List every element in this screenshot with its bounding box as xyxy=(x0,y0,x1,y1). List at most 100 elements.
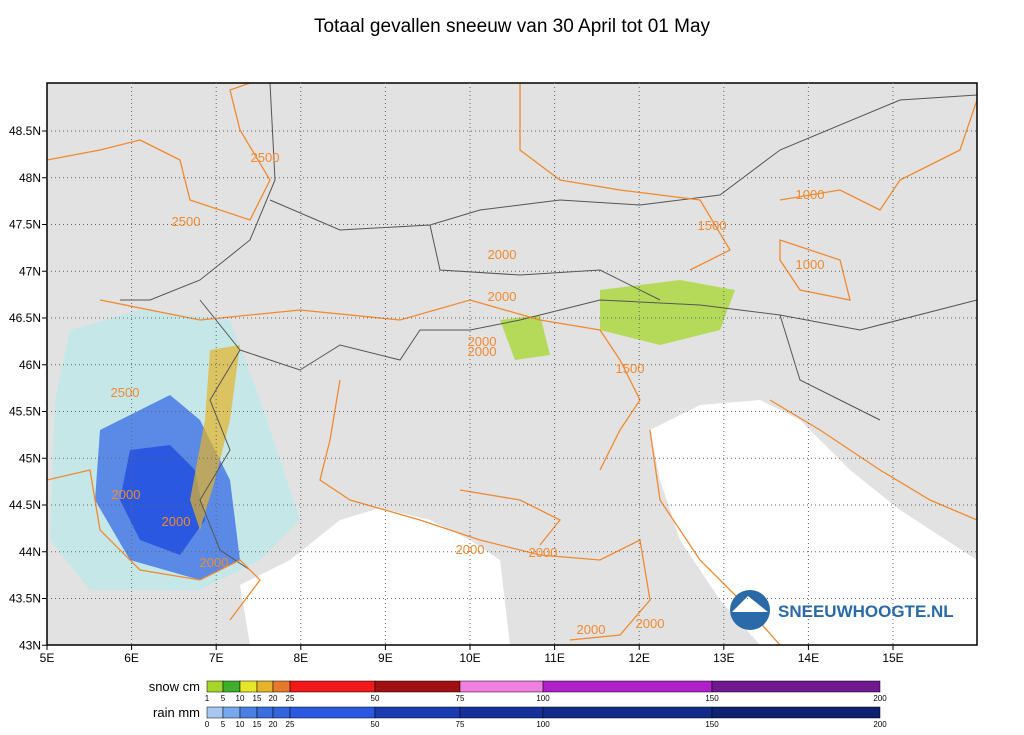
legend-title: rain mm xyxy=(153,705,200,720)
contour-label: 2000 xyxy=(488,289,517,304)
lon-label: 14E xyxy=(798,651,819,665)
lon-label: 9E xyxy=(378,651,393,665)
legend-swatch xyxy=(222,680,241,693)
legend-tick: 200 xyxy=(873,694,887,703)
legend-tick: 50 xyxy=(371,694,380,703)
logo: SNEEUWHOOGTE.NL xyxy=(730,590,954,630)
logo-mountain xyxy=(732,596,768,612)
legend-tick: 75 xyxy=(456,720,465,729)
sea xyxy=(240,508,510,645)
legend-title: snow cm xyxy=(149,679,200,694)
contour-label: 1000 xyxy=(796,257,825,272)
legend-swatch xyxy=(272,706,291,719)
legend-tick: 150 xyxy=(705,694,719,703)
lon-label: 6E xyxy=(124,651,139,665)
legend-swatch xyxy=(256,706,274,719)
lon-label: 5E xyxy=(40,651,55,665)
lat-label: 47N xyxy=(19,264,41,278)
legend-swatch xyxy=(272,680,291,693)
contour-label: 2000 xyxy=(456,542,485,557)
legend-swatch xyxy=(542,706,713,719)
contour-label: 2000 xyxy=(468,334,497,349)
legend-swatch xyxy=(206,680,224,693)
logo-text: SNEEUWHOOGTE.NL xyxy=(778,602,954,621)
contour-label: 2500 xyxy=(251,150,280,165)
contour-label: 2500 xyxy=(111,385,140,400)
lon-label: 13E xyxy=(713,651,734,665)
contour-label: 2000 xyxy=(529,545,558,560)
lat-label: 45.5N xyxy=(9,405,41,419)
legend-swatch xyxy=(206,706,224,719)
legend-tick: 15 xyxy=(253,720,262,729)
legend-swatch xyxy=(711,706,881,719)
legend-tick: 75 xyxy=(456,694,465,703)
legend-swatch xyxy=(222,706,241,719)
legend-tick: 150 xyxy=(705,720,719,729)
lat-label: 43.5N xyxy=(9,592,41,606)
lon-label: 10E xyxy=(459,651,480,665)
legend-tick: 25 xyxy=(286,720,295,729)
contour-label: 2000 xyxy=(577,622,606,637)
contour-label: 1500 xyxy=(616,361,645,376)
legend-swatch xyxy=(289,680,376,693)
legend-tick: 20 xyxy=(269,694,278,703)
legend-tick: 100 xyxy=(536,694,550,703)
legend-swatch xyxy=(459,680,544,693)
map-frame xyxy=(46,82,978,646)
legend-swatch xyxy=(542,680,713,693)
contour-label: 2500 xyxy=(172,214,201,229)
rain-core xyxy=(120,445,205,555)
snow-area xyxy=(190,345,240,530)
legend-tick: 15 xyxy=(253,694,262,703)
lon-label: 8E xyxy=(293,651,308,665)
snow-area xyxy=(600,280,735,345)
lat-label: 44N xyxy=(19,545,41,559)
lat-label: 45N xyxy=(19,451,41,465)
legend-tick: 25 xyxy=(286,694,295,703)
borders xyxy=(120,82,978,571)
legend-swatch xyxy=(459,706,544,719)
title: Totaal gevallen sneeuw van 30 April tot … xyxy=(314,16,711,37)
legend-tick: 10 xyxy=(236,720,245,729)
lat-label: 44.5N xyxy=(9,498,41,512)
lat-label: 43N xyxy=(19,638,41,652)
legend-tick: 100 xyxy=(536,720,550,729)
lon-label: 15E xyxy=(882,651,903,665)
legend-tick: 5 xyxy=(221,694,226,703)
lat-label: 46.5N xyxy=(9,311,41,325)
legend-tick: 10 xyxy=(236,694,245,703)
contour-label: 2000 xyxy=(488,247,517,262)
legend-tick: 0 xyxy=(205,720,210,729)
contour-label: 1000 xyxy=(796,187,825,202)
contour-label: 2000 xyxy=(468,344,497,359)
contour-label: 2000 xyxy=(636,616,665,631)
contour-label: 1500 xyxy=(698,218,727,233)
legend-swatch xyxy=(289,706,376,719)
sea xyxy=(650,400,977,645)
legend-swatch xyxy=(374,680,461,693)
legend-tick: 200 xyxy=(873,720,887,729)
contour-label: 2000 xyxy=(200,555,229,570)
lat-label: 48N xyxy=(19,171,41,185)
legend-swatch xyxy=(239,680,258,693)
contour-label: 2000 xyxy=(112,487,141,502)
legend-tick: 1 xyxy=(205,694,210,703)
lon-label: 11E xyxy=(544,651,564,665)
legend-tick: 50 xyxy=(371,720,380,729)
contour-label: 2000 xyxy=(162,514,191,529)
legend-swatch xyxy=(239,706,258,719)
lon-label: 12E xyxy=(629,651,650,665)
lat-label: 46N xyxy=(19,358,41,372)
lat-label: 47.5N xyxy=(9,218,41,232)
map: SNEEUWHOOGTE.NL xyxy=(46,82,978,646)
lat-label: 48.5N xyxy=(9,124,41,138)
legend-tick: 20 xyxy=(269,720,278,729)
legend-swatch xyxy=(256,680,274,693)
snow-area xyxy=(500,315,550,360)
lon-label: 7E xyxy=(209,651,224,665)
legend-swatch xyxy=(374,706,461,719)
legend-swatch xyxy=(711,680,881,693)
legend-tick: 5 xyxy=(221,720,226,729)
